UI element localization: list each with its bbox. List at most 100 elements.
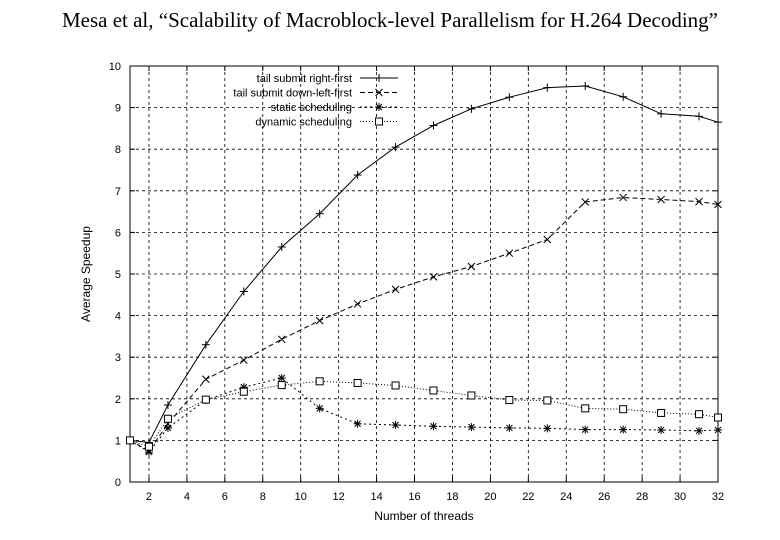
data-point [467,391,476,400]
data-point [505,249,514,258]
legend-label: dynamic scheduling [255,117,352,129]
series-line [129,196,719,452]
series-layer [126,81,722,457]
legend-label: tail submit down-left-first [233,88,352,100]
data-point [239,356,248,364]
tick-label-y: 1 [115,435,121,447]
data-point [163,423,172,432]
tick-label-x: 30 [674,491,686,503]
data-point [543,396,552,405]
data-point [391,421,400,430]
data-point [467,104,476,113]
data-point [429,422,438,431]
data-point [201,340,210,349]
tick-label-x: 22 [522,491,534,503]
data-point [277,242,286,251]
tick-label-x: 12 [333,491,345,503]
data-point [201,395,210,404]
x-axis-label: Number of threads [374,509,473,523]
tick-label-x: 20 [484,491,496,503]
data-point [657,426,666,434]
series-line [129,377,719,453]
data-point [163,414,172,423]
data-point [353,419,362,428]
data-point [714,426,722,434]
data-point [467,262,476,271]
data-point [391,143,400,152]
data-point [657,408,666,417]
data-point [581,198,590,206]
data-point [353,378,362,387]
tick-label-x: 14 [370,491,382,503]
legend: tail submit right-first tail submit down-… [233,73,398,129]
tick-label-x: 16 [408,491,420,503]
data-point [619,193,628,202]
data-point [543,83,552,92]
legend-marker [375,74,383,82]
data-point [695,410,704,419]
data-point [695,112,704,121]
series-2 [126,193,722,455]
slide-title: Mesa et al, “Scalability of Macroblock-l… [61,8,719,32]
data-point [619,405,628,414]
data-point [657,195,665,204]
data-point [277,335,286,344]
data-point [714,413,722,422]
data-point [714,200,722,209]
data-point [695,426,704,435]
series-line [129,85,719,444]
legend-marker [375,88,383,97]
data-point [144,442,153,451]
data-point [277,374,286,382]
data-point [429,273,438,281]
data-point [353,170,362,179]
tick-label-x: 28 [636,491,648,503]
legend-label: tail submit right-first [257,73,352,85]
data-point [657,109,666,118]
legend-label: static scheduling [271,102,352,114]
tick-label-x: 26 [598,491,610,503]
legend-marker [375,103,383,111]
series-3 [126,374,722,457]
data-point [315,404,324,413]
tick-label-y: 10 [109,61,121,73]
data-point [239,387,248,396]
tick-label-x: 10 [295,491,307,503]
data-point [581,81,590,90]
data-point [695,197,703,206]
tick-label-x: 6 [222,491,228,503]
data-point [391,381,400,390]
tick-label-y: 3 [115,352,121,364]
data-point [619,92,628,101]
data-point [714,118,722,127]
tick-label-y: 6 [115,227,121,239]
data-point [239,287,248,296]
data-point [543,235,552,244]
tick-label-x: 32 [712,491,724,503]
tick-label-y: 5 [115,269,121,281]
tick-label-y: 0 [115,477,121,489]
data-point [315,377,324,386]
data-point [315,209,324,218]
tick-label-y: 8 [115,144,121,156]
data-point [163,401,172,410]
data-point [391,285,400,294]
data-point [581,425,590,434]
tick-label-x: 18 [446,491,458,503]
legend-marker [375,117,383,126]
data-point [505,93,514,102]
data-point [429,386,438,395]
data-point [505,423,514,432]
tick-label-x: 24 [560,491,572,503]
tick-label-y: 4 [115,311,121,323]
series-4 [126,377,722,451]
data-point [353,300,362,308]
data-point [505,396,514,405]
data-point [581,404,590,413]
tick-label-x: 4 [184,491,190,503]
data-point [277,381,286,390]
data-point [202,375,210,384]
data-point [315,316,324,325]
